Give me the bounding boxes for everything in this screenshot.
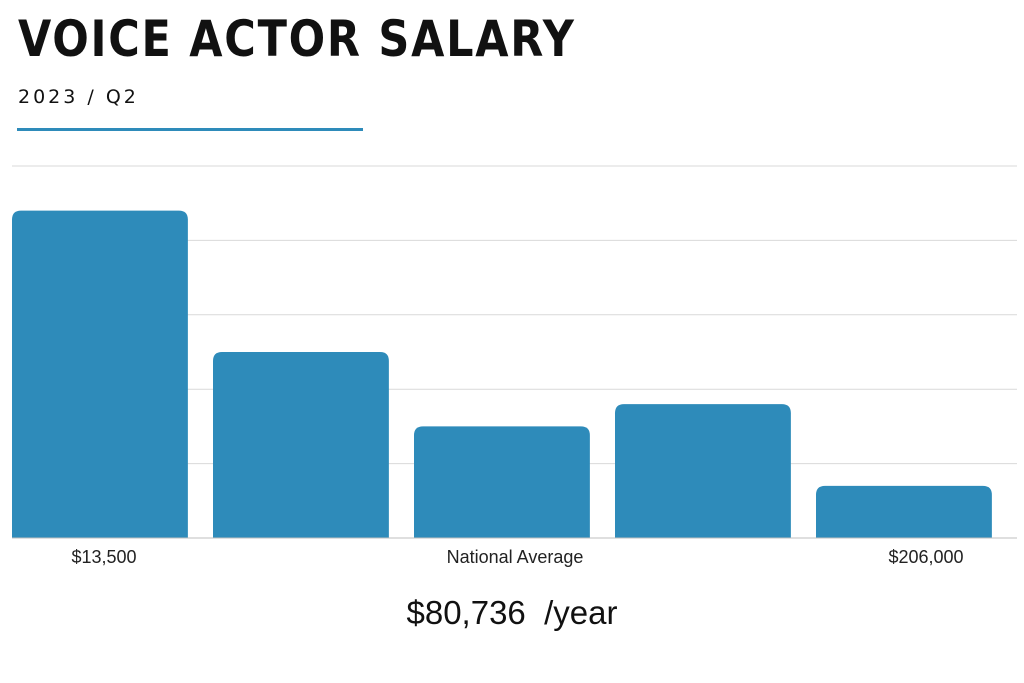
bar-2: [213, 352, 389, 538]
chart-subtitle: 2023 / Q2: [18, 86, 139, 108]
chart-title: VOICE ACTOR SALARY: [18, 10, 576, 68]
bar-3: [414, 426, 590, 538]
x-tick-label-max: $206,000: [888, 547, 964, 567]
x-tick-label-min: $13,500: [71, 547, 137, 567]
bar-5: [816, 485, 992, 538]
average-salary-unit: /year: [544, 594, 618, 631]
x-tick-label-national-average: National Average: [446, 547, 584, 567]
title-underline: [17, 128, 363, 131]
bar-1: [12, 210, 188, 538]
average-salary-amount: $80,736: [406, 594, 526, 631]
bar-4: [615, 404, 791, 538]
average-salary-caption: $80,736 /year: [406, 596, 617, 629]
